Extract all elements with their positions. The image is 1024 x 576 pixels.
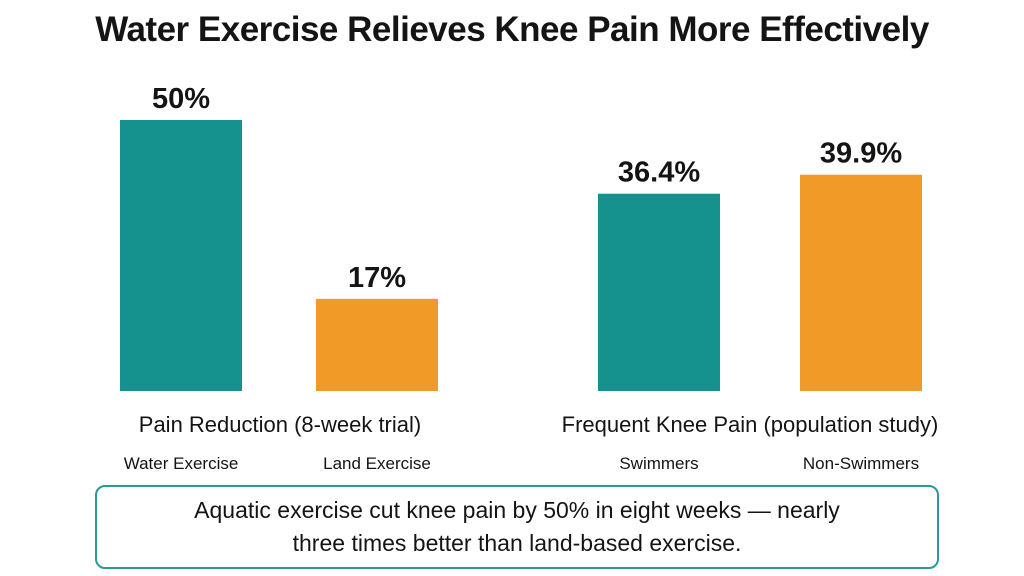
bar-water-exercise	[120, 120, 242, 391]
group-title: Pain Reduction (8-week trial)	[139, 412, 421, 437]
bar-non-swimmers	[800, 174, 922, 391]
bar-value-label: 17%	[348, 262, 406, 294]
chart-title: Water Exercise Relieves Knee Pain More E…	[95, 10, 929, 49]
category-label: Water Exercise	[124, 454, 239, 473]
summary-callout-text: Aquatic exercise cut knee pain by 50% in…	[194, 497, 840, 556]
group-title: Frequent Knee Pain (population study)	[562, 412, 939, 437]
bar-swimmers	[598, 193, 720, 391]
category-label: Non-Swimmers	[803, 454, 919, 473]
bar-value-label: 50%	[152, 83, 210, 115]
bar-value-label: 39.9%	[820, 138, 902, 170]
category-label: Swimmers	[619, 454, 698, 473]
bar-land-exercise	[316, 298, 438, 391]
bar-chart: 50% Water Exercise 17% Land Exercise Pain Re…	[120, 83, 939, 473]
summary-callout: Aquatic exercise cut knee pain by 50% in…	[95, 485, 939, 569]
bar-value-label: 36.4%	[618, 157, 700, 189]
category-label: Land Exercise	[323, 454, 431, 473]
